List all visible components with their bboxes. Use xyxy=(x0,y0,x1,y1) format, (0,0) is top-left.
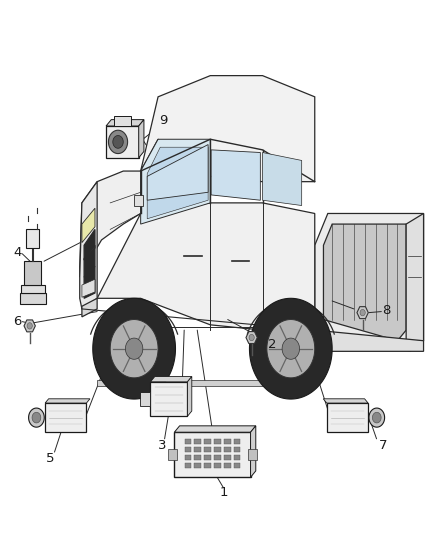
Polygon shape xyxy=(204,455,211,460)
Polygon shape xyxy=(357,306,368,319)
Polygon shape xyxy=(114,116,131,126)
Polygon shape xyxy=(20,293,46,304)
Polygon shape xyxy=(224,447,230,452)
Text: 5: 5 xyxy=(46,452,54,465)
Polygon shape xyxy=(21,285,45,293)
Polygon shape xyxy=(45,399,90,403)
Polygon shape xyxy=(26,229,39,248)
Polygon shape xyxy=(110,319,158,378)
Polygon shape xyxy=(113,135,123,148)
Polygon shape xyxy=(233,463,240,468)
Polygon shape xyxy=(141,76,315,182)
Polygon shape xyxy=(150,376,192,382)
Polygon shape xyxy=(174,426,256,432)
Polygon shape xyxy=(194,447,201,452)
Polygon shape xyxy=(184,463,191,468)
Polygon shape xyxy=(28,408,44,427)
Polygon shape xyxy=(323,224,406,341)
Polygon shape xyxy=(249,334,254,341)
Polygon shape xyxy=(80,171,141,277)
Text: 1: 1 xyxy=(219,487,228,499)
Polygon shape xyxy=(214,439,221,445)
Polygon shape xyxy=(45,403,86,432)
Polygon shape xyxy=(406,214,424,341)
Polygon shape xyxy=(134,195,143,206)
Polygon shape xyxy=(168,449,177,460)
Polygon shape xyxy=(224,455,230,460)
Polygon shape xyxy=(233,455,240,460)
Polygon shape xyxy=(214,447,221,452)
Polygon shape xyxy=(147,144,208,200)
Polygon shape xyxy=(233,439,240,445)
Polygon shape xyxy=(315,330,424,351)
Polygon shape xyxy=(194,439,201,445)
Polygon shape xyxy=(282,338,300,359)
Text: 3: 3 xyxy=(158,439,167,451)
Polygon shape xyxy=(262,152,302,206)
Polygon shape xyxy=(194,455,201,460)
Polygon shape xyxy=(84,266,95,298)
Polygon shape xyxy=(84,245,95,260)
Text: 2: 2 xyxy=(268,338,277,351)
Polygon shape xyxy=(204,447,211,452)
Polygon shape xyxy=(372,413,381,423)
Polygon shape xyxy=(24,261,42,285)
Polygon shape xyxy=(174,432,251,477)
Polygon shape xyxy=(139,119,144,158)
Polygon shape xyxy=(125,338,143,359)
Polygon shape xyxy=(141,139,210,224)
Polygon shape xyxy=(248,449,257,460)
Polygon shape xyxy=(323,399,368,403)
Polygon shape xyxy=(140,392,150,406)
Polygon shape xyxy=(84,229,95,277)
Text: 7: 7 xyxy=(379,439,387,451)
Polygon shape xyxy=(27,322,32,329)
Polygon shape xyxy=(106,126,139,158)
Polygon shape xyxy=(360,310,365,316)
Polygon shape xyxy=(24,320,35,332)
Polygon shape xyxy=(97,203,315,330)
Polygon shape xyxy=(97,381,315,386)
Polygon shape xyxy=(250,298,332,399)
Text: 6: 6 xyxy=(13,314,21,328)
Polygon shape xyxy=(82,298,97,317)
Polygon shape xyxy=(184,447,191,452)
Polygon shape xyxy=(214,455,221,460)
Polygon shape xyxy=(251,426,256,477)
Text: 9: 9 xyxy=(159,114,167,127)
Polygon shape xyxy=(267,319,315,378)
Polygon shape xyxy=(93,298,176,399)
Polygon shape xyxy=(211,150,260,200)
Polygon shape xyxy=(109,130,127,154)
Polygon shape xyxy=(194,463,201,468)
Polygon shape xyxy=(150,382,187,416)
Polygon shape xyxy=(184,455,191,460)
Polygon shape xyxy=(106,119,144,126)
Polygon shape xyxy=(224,439,230,445)
Text: 4: 4 xyxy=(14,246,22,259)
Polygon shape xyxy=(369,408,385,427)
Polygon shape xyxy=(233,447,240,452)
Polygon shape xyxy=(187,376,192,416)
Polygon shape xyxy=(204,463,211,468)
Polygon shape xyxy=(80,182,97,309)
Polygon shape xyxy=(82,208,95,243)
Polygon shape xyxy=(147,147,208,219)
Polygon shape xyxy=(82,279,95,297)
Polygon shape xyxy=(224,463,230,468)
Polygon shape xyxy=(32,413,41,423)
Polygon shape xyxy=(327,403,368,432)
Polygon shape xyxy=(184,439,191,445)
Polygon shape xyxy=(246,332,257,344)
Text: 8: 8 xyxy=(382,304,391,317)
Polygon shape xyxy=(214,463,221,468)
Polygon shape xyxy=(204,439,211,445)
Polygon shape xyxy=(315,214,424,351)
